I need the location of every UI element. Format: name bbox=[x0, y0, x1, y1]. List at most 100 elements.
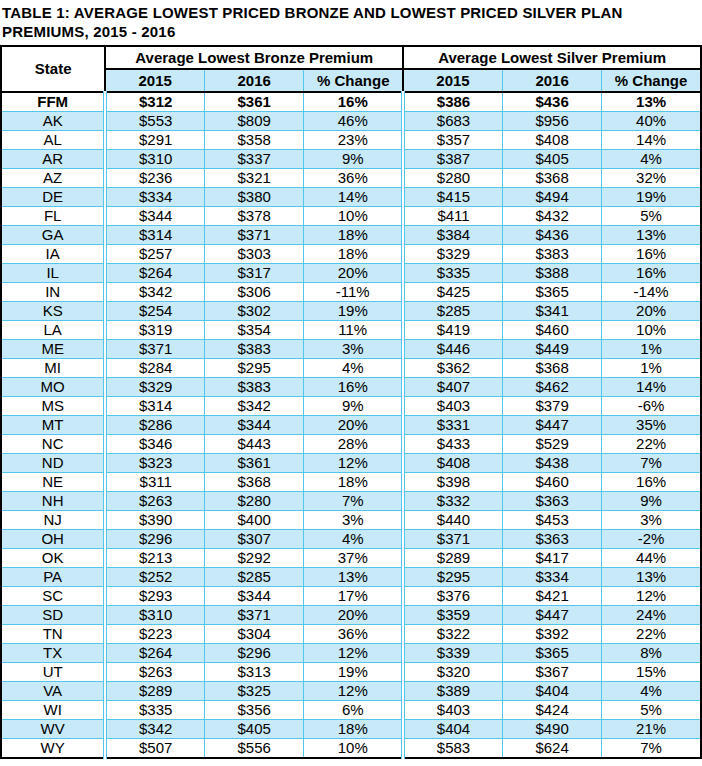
value-cell: 16% bbox=[304, 377, 403, 396]
state-cell: MS bbox=[1, 396, 105, 415]
header-row-years: 2015 2016 % Change 2015 2016 % Change bbox=[1, 69, 701, 92]
value-cell: 4% bbox=[602, 681, 701, 700]
value-cell: $285 bbox=[403, 301, 502, 320]
value-cell: 20% bbox=[304, 605, 403, 624]
value-cell: 10% bbox=[304, 738, 403, 758]
state-cell: WV bbox=[1, 719, 105, 738]
value-cell: $337 bbox=[205, 149, 304, 168]
value-cell: $460 bbox=[502, 472, 601, 491]
value-cell: 3% bbox=[602, 510, 701, 529]
value-cell: $408 bbox=[502, 130, 601, 149]
value-cell: 13% bbox=[602, 92, 701, 112]
value-cell: $313 bbox=[205, 662, 304, 681]
value-cell: $383 bbox=[205, 377, 304, 396]
header-row-groups: State Average Lowest Bronze Premium Aver… bbox=[1, 46, 701, 69]
value-cell: $371 bbox=[205, 225, 304, 244]
value-cell: 10% bbox=[304, 206, 403, 225]
value-cell: $405 bbox=[502, 149, 601, 168]
value-cell: 4% bbox=[602, 149, 701, 168]
value-cell: $411 bbox=[403, 206, 502, 225]
value-cell: 1% bbox=[602, 358, 701, 377]
value-cell: $368 bbox=[205, 472, 304, 491]
value-cell: 23% bbox=[304, 130, 403, 149]
table-row: FFM$312$36116%$386$43613% bbox=[1, 92, 701, 112]
value-cell: 18% bbox=[304, 719, 403, 738]
value-cell: $263 bbox=[105, 491, 204, 510]
table-row: SC$293$34417%$376$42112% bbox=[1, 586, 701, 605]
value-cell: 5% bbox=[602, 206, 701, 225]
value-cell: $264 bbox=[105, 263, 204, 282]
table-row: MT$286$34420%$331$44735% bbox=[1, 415, 701, 434]
table-row: WI$335$3566%$403$4245% bbox=[1, 700, 701, 719]
value-cell: $331 bbox=[403, 415, 502, 434]
value-cell: $329 bbox=[403, 244, 502, 263]
state-cell: MT bbox=[1, 415, 105, 434]
state-cell: IN bbox=[1, 282, 105, 301]
column-header-bronze-2016: 2016 bbox=[205, 69, 304, 92]
value-cell: $306 bbox=[205, 282, 304, 301]
value-cell: $359 bbox=[403, 605, 502, 624]
value-cell: $319 bbox=[105, 320, 204, 339]
state-cell: MI bbox=[1, 358, 105, 377]
value-cell: 11% bbox=[304, 320, 403, 339]
value-cell: $367 bbox=[502, 662, 601, 681]
value-cell: $956 bbox=[502, 111, 601, 130]
state-cell: NH bbox=[1, 491, 105, 510]
value-cell: $342 bbox=[205, 396, 304, 415]
value-cell: $407 bbox=[403, 377, 502, 396]
value-cell: $346 bbox=[105, 434, 204, 453]
state-cell: FL bbox=[1, 206, 105, 225]
value-cell: $447 bbox=[502, 605, 601, 624]
value-cell: $383 bbox=[502, 244, 601, 263]
value-cell: $363 bbox=[502, 529, 601, 548]
value-cell: 9% bbox=[304, 396, 403, 415]
value-cell: $280 bbox=[205, 491, 304, 510]
table-title: TABLE 1: AVERAGE LOWEST PRICED BRONZE AN… bbox=[0, 0, 702, 45]
value-cell: $365 bbox=[502, 282, 601, 301]
table-row: WV$342$40518%$404$49021% bbox=[1, 719, 701, 738]
state-cell: NE bbox=[1, 472, 105, 491]
table-row: ME$371$3833%$446$4491% bbox=[1, 339, 701, 358]
value-cell: $344 bbox=[205, 415, 304, 434]
value-cell: 9% bbox=[304, 149, 403, 168]
state-cell: AL bbox=[1, 130, 105, 149]
value-cell: 12% bbox=[602, 586, 701, 605]
value-cell: $213 bbox=[105, 548, 204, 567]
value-cell: $252 bbox=[105, 567, 204, 586]
value-cell: $293 bbox=[105, 586, 204, 605]
value-cell: $314 bbox=[105, 396, 204, 415]
value-cell: $378 bbox=[205, 206, 304, 225]
state-cell: KS bbox=[1, 301, 105, 320]
value-cell: $368 bbox=[502, 168, 601, 187]
state-cell: DE bbox=[1, 187, 105, 206]
table-row: IL$264$31720%$335$38816% bbox=[1, 263, 701, 282]
value-cell: $553 bbox=[105, 111, 204, 130]
table-row: ND$323$36112%$408$4387% bbox=[1, 453, 701, 472]
value-cell: $421 bbox=[502, 586, 601, 605]
value-cell: 12% bbox=[304, 453, 403, 472]
value-cell: $403 bbox=[403, 396, 502, 415]
value-cell: $388 bbox=[502, 263, 601, 282]
value-cell: $335 bbox=[403, 263, 502, 282]
table-row: NJ$390$4003%$440$4533% bbox=[1, 510, 701, 529]
value-cell: $317 bbox=[205, 263, 304, 282]
value-cell: $310 bbox=[105, 605, 204, 624]
state-cell: LA bbox=[1, 320, 105, 339]
value-cell: 12% bbox=[304, 643, 403, 662]
value-cell: $280 bbox=[403, 168, 502, 187]
value-cell: $295 bbox=[403, 567, 502, 586]
state-cell: ME bbox=[1, 339, 105, 358]
value-cell: $254 bbox=[105, 301, 204, 320]
value-cell: 18% bbox=[304, 472, 403, 491]
value-cell: $295 bbox=[205, 358, 304, 377]
value-cell: 1% bbox=[602, 339, 701, 358]
value-cell: $400 bbox=[205, 510, 304, 529]
report-table-figure: TABLE 1: AVERAGE LOWEST PRICED BRONZE AN… bbox=[0, 0, 702, 759]
state-cell: AZ bbox=[1, 168, 105, 187]
value-cell: $425 bbox=[403, 282, 502, 301]
value-cell: 20% bbox=[602, 301, 701, 320]
value-cell: $335 bbox=[105, 700, 204, 719]
column-header-silver-2016: 2016 bbox=[502, 69, 601, 92]
value-cell: $334 bbox=[105, 187, 204, 206]
value-cell: -14% bbox=[602, 282, 701, 301]
